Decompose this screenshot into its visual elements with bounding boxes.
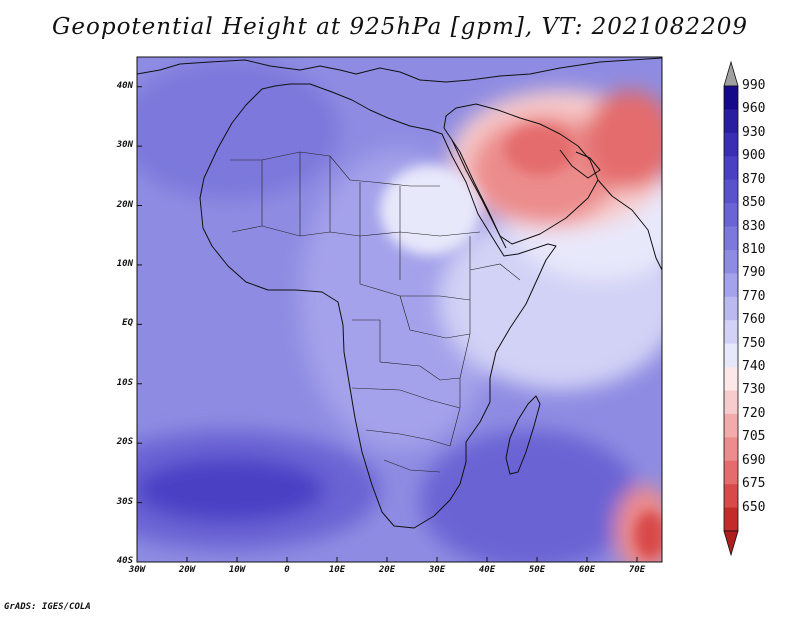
colorbar-swatch bbox=[724, 507, 738, 532]
red-sea-coast bbox=[451, 139, 507, 249]
field-north-atlantic bbox=[137, 60, 340, 200]
colorbar-swatch bbox=[724, 437, 738, 462]
colorbar-level-label: 790 bbox=[742, 265, 766, 281]
border-east-africa bbox=[449, 236, 471, 447]
madagascar-coastline bbox=[505, 395, 541, 475]
colorbar-level-label: 705 bbox=[742, 429, 766, 445]
colorbar-level-label: 960 bbox=[742, 101, 766, 117]
lat-tick-label: 20N bbox=[116, 199, 133, 210]
lat-tick-label: 40S bbox=[116, 556, 133, 566]
height-field bbox=[137, 57, 662, 562]
border-central-africa bbox=[359, 283, 471, 339]
colorbar-swatch bbox=[724, 249, 738, 274]
colorbar-swatch bbox=[724, 484, 738, 508]
colorbar-level-label: 850 bbox=[742, 195, 766, 211]
field-south-atlantic-high bbox=[137, 458, 325, 522]
field-arabia-core bbox=[505, 125, 575, 175]
lat-tick-label: 10N bbox=[116, 258, 133, 269]
lon-tick-label: 10E bbox=[328, 565, 346, 575]
colorbar-level-label: 930 bbox=[742, 124, 766, 140]
colorbar-level-label: 690 bbox=[742, 452, 766, 468]
colorbar-level-label: 770 bbox=[742, 288, 766, 304]
lat-tick-label: 30S bbox=[116, 496, 133, 507]
field-southeast-core bbox=[634, 511, 662, 559]
country-borders bbox=[230, 151, 521, 473]
lat-tick-label: 10S bbox=[116, 377, 133, 388]
colorbar-swatch bbox=[724, 273, 738, 298]
europe-coastline bbox=[137, 57, 662, 83]
border-sahara-north bbox=[230, 151, 440, 187]
field-indian-ocean-high bbox=[420, 430, 640, 562]
border-congo-basin bbox=[352, 319, 461, 381]
asia-coastline bbox=[597, 179, 662, 271]
colorbar-level-label: 730 bbox=[742, 382, 766, 398]
colorbar-swatch bbox=[724, 367, 738, 391]
persian-gulf-coast bbox=[559, 149, 601, 179]
colorbar-swatch bbox=[724, 156, 738, 181]
colorbar-swatch bbox=[724, 320, 738, 345]
grads-credit: GrADS: IGES/COLA bbox=[4, 602, 91, 612]
colorbar-swatch bbox=[724, 390, 738, 415]
colorbar-level-label: 675 bbox=[742, 476, 766, 492]
colorbar-swatch bbox=[724, 86, 738, 110]
lon-tick-label: 30W bbox=[128, 565, 146, 575]
lon-tick-label: 10W bbox=[228, 565, 246, 575]
map-title: Geopotential Height at 925hPa [gpm], VT:… bbox=[52, 14, 748, 40]
colorbar-swatch bbox=[724, 179, 738, 204]
lat-tick-label: 40N bbox=[116, 80, 133, 91]
colorbar-swatch bbox=[724, 460, 738, 485]
lat-tick-label: EQ bbox=[122, 318, 133, 329]
colorbar-swatch bbox=[724, 132, 738, 157]
arabia-coastline bbox=[443, 103, 599, 245]
lon-tick-label: 0 bbox=[284, 565, 290, 575]
lon-tick-label: 20E bbox=[378, 565, 396, 575]
colorbar-swatch bbox=[724, 203, 738, 227]
colorbar-level-label: 650 bbox=[742, 499, 766, 515]
coastlines bbox=[137, 57, 662, 529]
lon-tick-label: 60E bbox=[578, 565, 596, 575]
colorbar-level-label: 760 bbox=[742, 312, 766, 328]
lat-tick-label: 20S bbox=[116, 437, 133, 448]
colorbar-level-label: 990 bbox=[742, 78, 766, 93]
colorbar-swatch bbox=[724, 109, 738, 134]
colorbar-swatch bbox=[724, 413, 738, 438]
border-southern-africa bbox=[351, 387, 461, 473]
border-west-africa bbox=[261, 152, 401, 284]
colorbar-top-arrow bbox=[723, 60, 739, 87]
colorbar-level-label: 870 bbox=[742, 171, 766, 187]
lon-tick-label: 40E bbox=[478, 565, 496, 575]
border-horn bbox=[469, 263, 521, 281]
plot-frame bbox=[136, 56, 663, 563]
colorbar-swatch bbox=[724, 226, 738, 251]
africa-coastline bbox=[199, 83, 557, 529]
colorbar-level-label: 810 bbox=[742, 241, 766, 257]
field-iran-low bbox=[585, 90, 662, 190]
colorbar-level-label: 830 bbox=[742, 218, 766, 234]
lon-tick-label: 50E bbox=[528, 565, 546, 575]
border-sahel bbox=[231, 225, 481, 237]
colorbar-bottom-arrow bbox=[723, 530, 739, 557]
lon-tick-label: 30E bbox=[428, 565, 446, 575]
colorbar-level-label: 720 bbox=[742, 405, 766, 421]
colorbar-level-label: 750 bbox=[742, 335, 766, 351]
axis-ticks bbox=[136, 86, 638, 563]
lon-tick-label: 70E bbox=[628, 565, 646, 575]
field-sudan-trough bbox=[380, 165, 480, 255]
colorbar-level-label: 900 bbox=[742, 148, 766, 164]
colorbar bbox=[723, 60, 739, 557]
colorbar-level-label: 740 bbox=[742, 359, 766, 375]
lat-tick-label: 30N bbox=[116, 140, 133, 151]
lon-tick-label: 20W bbox=[178, 565, 196, 575]
colorbar-swatch bbox=[724, 343, 738, 368]
colorbar-swatch bbox=[724, 296, 738, 321]
